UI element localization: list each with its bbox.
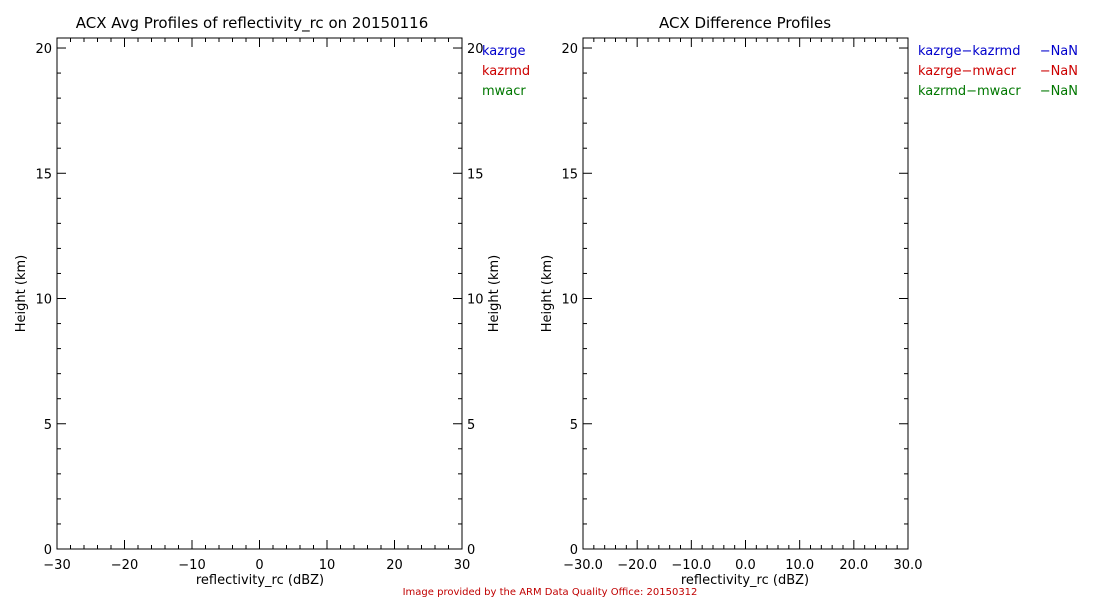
panel1-right-y-tick-label: 15 [467,167,484,182]
panel2-title: ACX Difference Profiles [659,14,831,32]
panel1-y-axis-label: Height (km) [14,255,29,332]
panel2-legend-entry: kazrge−kazrmd [918,44,1020,59]
panel2-plot-frame [582,37,909,550]
panel1-y-tick-label: 15 [35,167,52,182]
panel2-legend-stat: −NaN [1040,84,1078,99]
panel1-y-tick-label: 0 [44,543,52,558]
panel2-y-tick-label: 0 [570,543,578,558]
panel2-y-axis-label: Height (km) [540,255,555,332]
panel2-legend-stat: −NaN [1040,64,1078,79]
panel1-legend-entry: kazrge [482,44,525,59]
panel2-x-tick-label: −20.0 [617,558,657,573]
panel1-right-y-tick-label: 5 [467,418,475,433]
panel1-x-tick-label: −20 [111,558,138,573]
panel2-x-tick-label: −30.0 [563,558,603,573]
panel1-x-tick-label: −10 [178,558,205,573]
panel1-right-y-tick-label: 10 [467,293,484,308]
footer-credit: Image provided by the ARM Data Quality O… [402,587,698,598]
panel2-x-tick-label: −10.0 [671,558,711,573]
panel2-legend-stat: −NaN [1040,44,1078,59]
panel1-right-y-tick-label: 0 [467,543,475,558]
panel1-right-y-axis-label: Height (km) [487,255,502,332]
panel1-x-axis-label: reflectivity_rc (dBZ) [196,573,324,588]
panel2-y-tick-label: 15 [561,167,578,182]
panel2-x-tick-label: 0.0 [735,558,756,573]
panel1-title: ACX Avg Profiles of reflectivity_rc on 2… [76,14,429,33]
panel1-x-tick-label: 30 [454,558,471,573]
panel2-y-tick-label: 5 [570,418,578,433]
panel1-plot-frame [56,37,463,550]
panel2-x-tick-label: 20.0 [839,558,868,573]
panel1-y-tick-label: 10 [35,293,52,308]
panel1-legend-entry: kazrmd [482,64,530,79]
panel2-x-axis-label: reflectivity_rc (dBZ) [681,573,809,588]
panel1-x-tick-label: 10 [319,558,336,573]
panel2-y-tick-label: 20 [561,42,578,57]
panel2-y-tick-label: 10 [561,293,578,308]
panel2-x-tick-label: 30.0 [894,558,923,573]
panel2-x-tick-label: 10.0 [785,558,814,573]
panel1-y-tick-label: 20 [35,42,52,57]
panel2-legend-entry: kazrge−mwacr [918,64,1017,79]
panel1-right-y-tick-label: 20 [467,42,484,57]
panel1-x-tick-label: 20 [386,558,403,573]
panel1-x-tick-label: 0 [255,558,263,573]
panel1-y-tick-label: 5 [44,418,52,433]
panel1-legend-entry: mwacr [482,84,526,99]
panel2-legend-entry: kazrmd−mwacr [918,84,1021,99]
panel1-x-tick-label: −30 [43,558,70,573]
